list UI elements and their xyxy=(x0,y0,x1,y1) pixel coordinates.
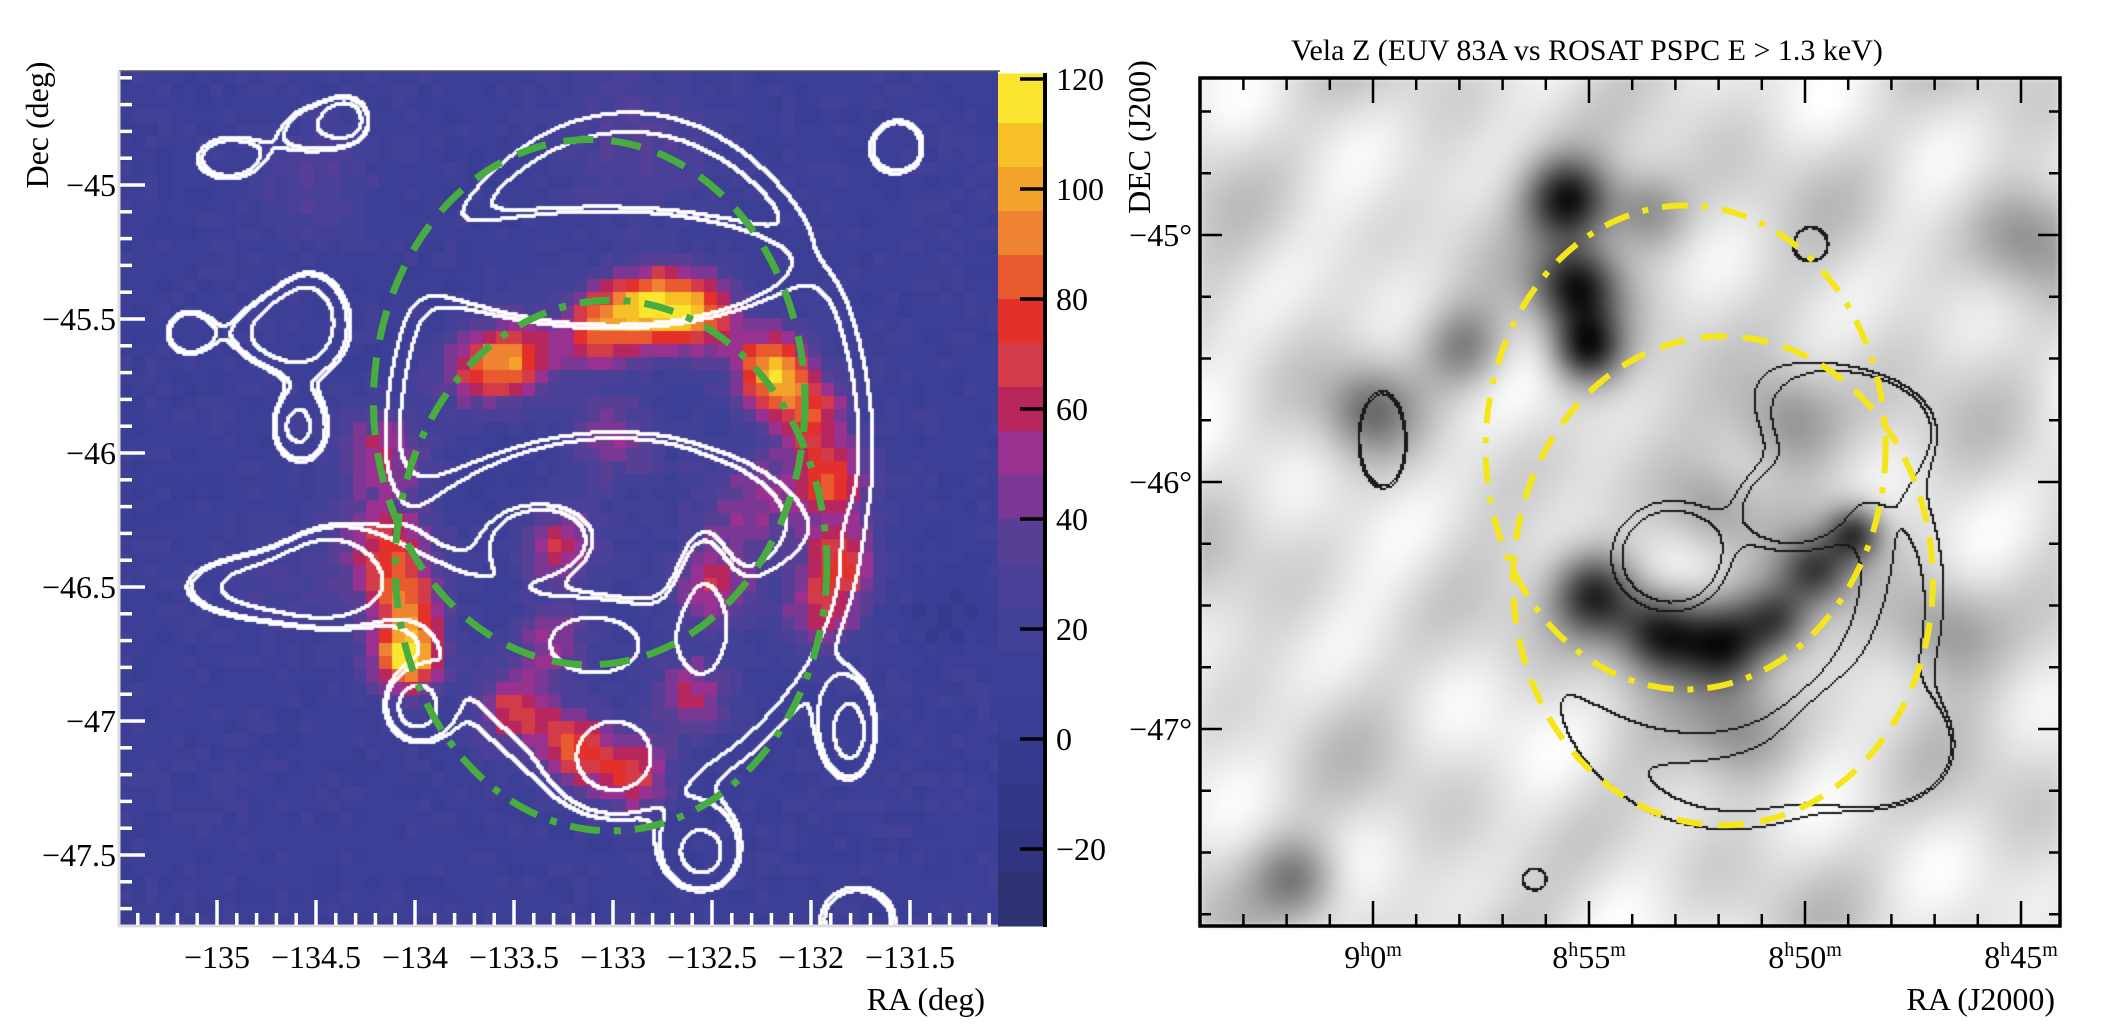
right-regions xyxy=(1482,202,1936,829)
colorbar-band xyxy=(998,563,1045,608)
colorbar-band xyxy=(998,299,1045,344)
colorbar-band xyxy=(998,739,1045,784)
ra-unit-superscript: h xyxy=(1360,939,1370,961)
ra-value: 8 xyxy=(1984,939,2000,975)
colorbar-band xyxy=(998,255,1045,300)
dec-tick-label: −47° xyxy=(1129,711,1192,747)
colorbar-band xyxy=(998,519,1045,564)
ra-unit-superscript: h xyxy=(1784,939,1794,961)
colorbar-band xyxy=(998,431,1045,476)
ra-unit-superscript: m xyxy=(1386,939,1402,961)
x-tick-label: −132 xyxy=(778,939,844,975)
x-tick-label: −133 xyxy=(580,939,646,975)
dec-tick-label: −45° xyxy=(1129,217,1192,253)
colorbar-band xyxy=(998,123,1045,168)
colorbar-band xyxy=(998,871,1045,927)
colorbar-tick-label: 20 xyxy=(1056,611,1088,647)
colorbar-band xyxy=(998,783,1045,828)
y-tick-label: −46.5 xyxy=(42,569,116,605)
colorbar: 120 100 80 60 40 20 0 −20 xyxy=(998,61,1106,927)
x-tick-label: −132.5 xyxy=(667,939,757,975)
x-tick-label: −131.5 xyxy=(865,939,955,975)
x-tick-label: −133.5 xyxy=(469,939,559,975)
ra-value: 8 xyxy=(1552,939,1568,975)
ra-value: 45 xyxy=(2010,939,2042,975)
region-ellipse-dashed xyxy=(1509,333,1936,829)
y-tick-label: −47.5 xyxy=(42,837,116,873)
colorbar-band xyxy=(998,695,1045,740)
y-tick-label: −47 xyxy=(66,703,116,739)
ra-value: 9 xyxy=(1344,939,1360,975)
ra-unit-superscript: m xyxy=(1610,939,1626,961)
region-ellipse-dashed xyxy=(369,135,809,669)
ra-value: 8 xyxy=(1768,939,1784,975)
colorbar-band xyxy=(998,211,1045,256)
colorbar-tick-label: 0 xyxy=(1056,721,1072,757)
left-panel: −45 −45.5 −46 −46.5 −47 −47.5 −135 −134.5 −134 −1… xyxy=(42,70,1000,975)
x-tick-label: −135 xyxy=(184,939,250,975)
right-y-axis-label: DEC (J200) xyxy=(1121,60,1157,214)
ra-tick-label: 8h50m xyxy=(1768,939,1842,975)
left-contour-lines xyxy=(119,71,998,926)
ra-value: 55 xyxy=(1578,939,1610,975)
ra-unit-superscript: h xyxy=(2000,939,2010,961)
colorbar-tick-label: −20 xyxy=(1056,831,1106,867)
colorbar-band xyxy=(998,651,1045,696)
dec-tick-label: −46° xyxy=(1129,464,1192,500)
colorbar-tick-label: 80 xyxy=(1056,281,1088,317)
y-tick-label: −45 xyxy=(66,167,116,203)
ra-tick-label: 9h0m xyxy=(1344,939,1402,975)
colorbar-tick-label: 40 xyxy=(1056,501,1088,537)
ra-value: 0 xyxy=(1370,939,1386,975)
x-tick-label: −134 xyxy=(382,939,448,975)
x-tick-label: −134.5 xyxy=(271,939,361,975)
colorbar-tick-label: 60 xyxy=(1056,391,1088,427)
ra-unit-superscript: h xyxy=(1568,939,1578,961)
ra-tick-label: 8h45m xyxy=(1984,939,2058,975)
ra-tick-label: 8h55m xyxy=(1552,939,1626,975)
right-x-axis-label: RA (J2000) xyxy=(1907,981,2055,1017)
right-title: Vela Z (EUV 83A vs ROSAT PSPC E > 1.3 ke… xyxy=(1291,34,1883,67)
ra-value: 50 xyxy=(1794,939,1826,975)
colorbar-tick-label: 100 xyxy=(1056,171,1104,207)
colorbar-band xyxy=(998,73,1045,124)
colorbar-tick-label: 120 xyxy=(1056,61,1104,97)
colorbar-band xyxy=(998,343,1045,388)
ra-unit-superscript: m xyxy=(1826,939,1842,961)
right-contour-lines xyxy=(1200,78,2060,926)
ra-unit-superscript: m xyxy=(2042,939,2058,961)
region-ellipse-dash-dot xyxy=(391,296,831,835)
right-panel: −45°−46°−47°9h0m 8h55m 8h50m 8h45m xyxy=(1129,76,2062,975)
right-frame xyxy=(1198,76,2062,928)
left-y-axis-label: Dec (deg) xyxy=(19,61,55,188)
left-x-axis-label: RA (deg) xyxy=(867,981,985,1017)
region-ellipse-dash-dot xyxy=(1482,202,1889,693)
y-tick-label: −46 xyxy=(66,435,116,471)
left-regions xyxy=(369,135,831,835)
y-tick-label: −45.5 xyxy=(42,301,116,337)
colorbar-band xyxy=(998,475,1045,520)
